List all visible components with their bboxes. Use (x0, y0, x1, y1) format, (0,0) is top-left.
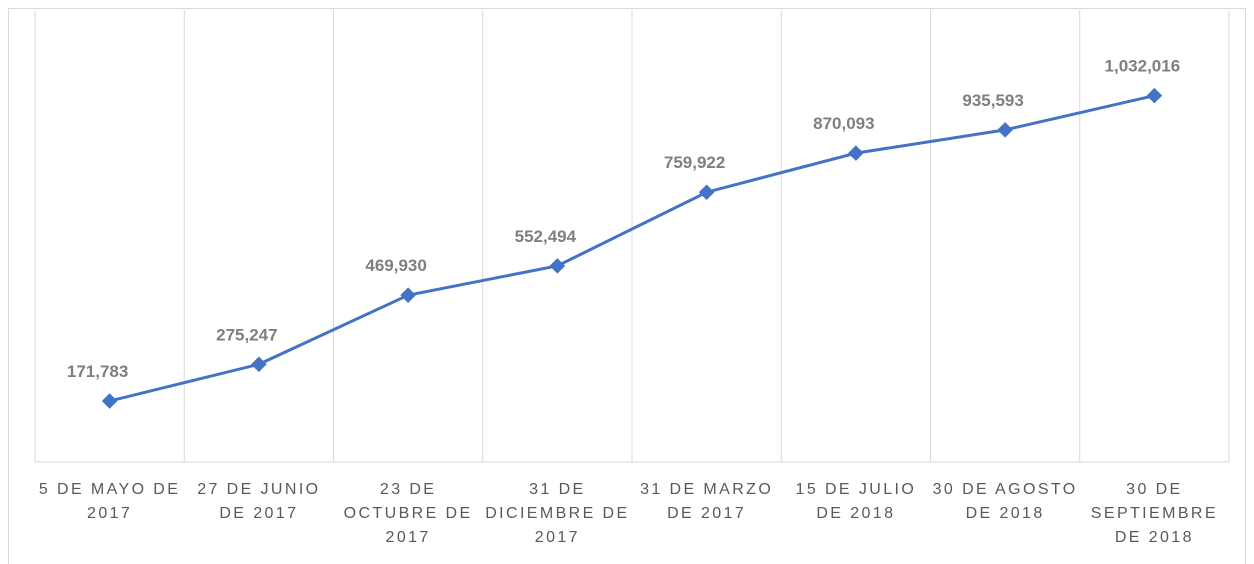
marker (997, 122, 1013, 138)
x-tick-label: 30 DE AGOSTO DE 2018 (932, 481, 1078, 522)
marker (848, 145, 864, 161)
data-label: 870,093 (813, 114, 874, 133)
marker (1146, 87, 1163, 104)
x-tick-label: 5 DE MAYO DE 2017 (38, 481, 181, 522)
data-label: 552,494 (515, 227, 577, 246)
x-tick-label: 31 DE DICIEMBRE DE 2017 (485, 481, 630, 546)
x-tick-label: 23 DE OCTUBRE DE 2017 (343, 481, 473, 546)
data-label: 1,032,016 (1105, 57, 1181, 76)
x-tick-label: 31 DE MARZO DE 2017 (640, 481, 774, 522)
data-label: 935,593 (962, 91, 1023, 110)
marker (400, 287, 416, 303)
line (109, 94, 1155, 403)
x-tick-label: 15 DE JULIO DE 2018 (795, 481, 917, 522)
marker (549, 258, 566, 274)
marker (698, 184, 715, 201)
data-label: 275,247 (216, 325, 277, 344)
x-tick-label: 27 DE JUNIO DE 2017 (197, 481, 321, 522)
x-tick-label: 30 DE SEPTIEMBRE DE 2018 (1090, 481, 1218, 546)
data-label: 469,930 (365, 256, 426, 275)
marker (101, 393, 118, 409)
data-label: 171,783 (67, 362, 128, 381)
chart-border (8, 8, 1246, 564)
data-label: 759,922 (664, 153, 725, 172)
marker (251, 356, 267, 373)
